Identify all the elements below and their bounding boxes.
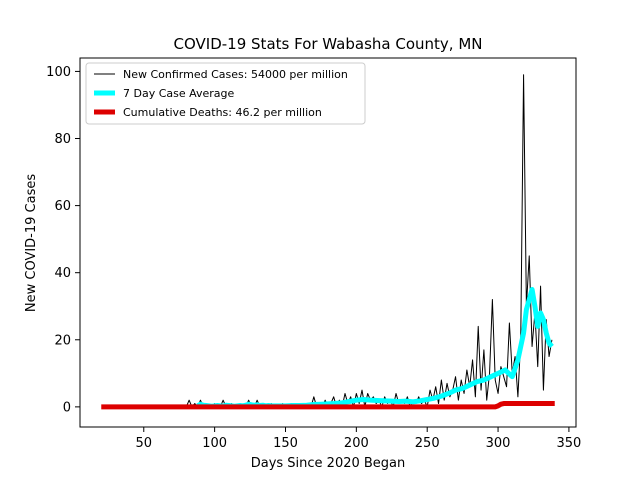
x-axis-label: Days Since 2020 Began — [251, 456, 406, 471]
chart-title: COVID-19 Stats For Wabasha County, MN — [174, 35, 483, 53]
y-axis-label: New COVID-19 Cases — [24, 174, 39, 312]
legend-label-cumulative-deaths: Cumulative Deaths: 46.2 per million — [123, 106, 322, 119]
y-tick-label: 0 — [63, 400, 71, 415]
series-layer — [101, 74, 555, 410]
legend-label-7-day-average: 7 Day Case Average — [123, 87, 235, 100]
x-tick-label: 150 — [273, 436, 298, 451]
y-tick-label: 40 — [54, 266, 71, 281]
series-cumulative-deaths — [101, 401, 555, 410]
y-tick-label: 100 — [46, 65, 71, 80]
plot-frame — [79, 57, 577, 428]
legend-label-new-cases: New Confirmed Cases: 54000 per million — [123, 68, 348, 81]
x-tick-label: 100 — [202, 436, 227, 451]
y-tick-label: 80 — [54, 132, 71, 147]
legend-frame — [85, 62, 366, 125]
x-tick-label: 50 — [135, 436, 152, 451]
x-tick-label: 200 — [344, 436, 369, 451]
y-tick-label: 20 — [54, 333, 71, 348]
x-tick-label: 300 — [486, 436, 511, 451]
legend: New Confirmed Cases: 54000 per million 7… — [85, 62, 366, 125]
y-tick-label: 60 — [54, 199, 71, 214]
x-axis: 50 100 150 200 250 300 350 — [135, 427, 581, 451]
x-tick-label: 350 — [557, 436, 582, 451]
x-tick-label: 250 — [415, 436, 440, 451]
y-axis: 0 20 40 60 80 100 — [46, 65, 80, 415]
